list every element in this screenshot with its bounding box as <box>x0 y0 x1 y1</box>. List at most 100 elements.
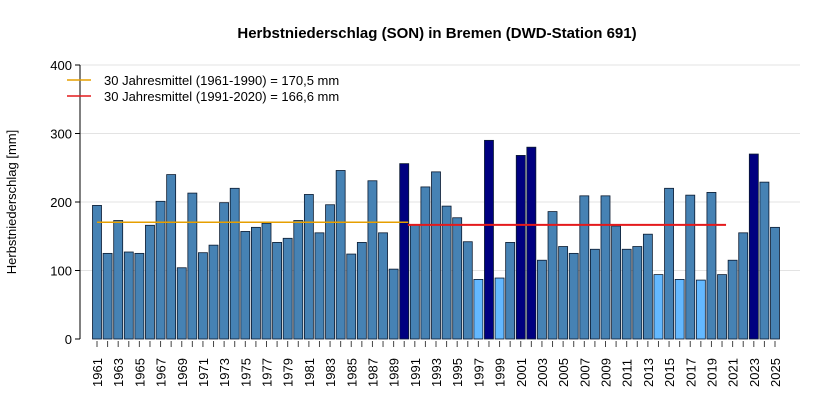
bar-2006 <box>568 252 579 340</box>
bar-2021 <box>727 259 738 340</box>
bar-1988 <box>378 232 388 340</box>
bar-1978 <box>272 242 282 340</box>
x-tick-label: 1983 <box>323 358 338 387</box>
x-tick-label: 2001 <box>514 358 529 387</box>
x-tick-label: 1999 <box>493 358 508 387</box>
x-tick-label: 2025 <box>768 358 783 387</box>
bar-1974 <box>229 187 240 340</box>
x-tick-label: 1987 <box>365 358 380 387</box>
y-tick-label: 400 <box>50 58 72 73</box>
x-tick-label: 2013 <box>641 358 656 387</box>
bar-1966 <box>145 224 155 340</box>
bar-1990 <box>399 163 410 340</box>
bar-1963 <box>113 220 124 340</box>
bar-1979 <box>282 237 293 340</box>
legend-label-1991-2020: 30 Jahresmittel (1991-2020) = 166,6 mm <box>104 89 339 104</box>
x-tick-label: 1973 <box>217 358 232 387</box>
chart-title: Herbstniederschlag (SON) in Bremen (DWD-… <box>237 25 636 42</box>
x-tick-label: 1985 <box>344 358 359 387</box>
x-tick-label: 2011 <box>620 359 635 387</box>
bar-1971 <box>198 252 208 340</box>
bar-1982 <box>314 232 325 340</box>
bar-2002 <box>526 146 537 340</box>
bar-1965 <box>134 252 145 340</box>
x-tick-label: 1979 <box>281 358 296 387</box>
x-tick-label: 2021 <box>726 358 741 387</box>
bar-2004 <box>547 211 558 340</box>
bar-2013 <box>642 233 653 340</box>
x-tick-label: 2009 <box>599 358 614 387</box>
bar-1970 <box>187 192 198 340</box>
bar-1999 <box>494 277 505 340</box>
bar-1992 <box>420 186 431 340</box>
x-tick-label: 2023 <box>747 358 762 387</box>
bar-2022 <box>738 232 749 340</box>
x-tick-label: 2007 <box>577 358 592 387</box>
bar-2023 <box>748 153 759 340</box>
bar-1996 <box>462 241 473 340</box>
bar-2005 <box>558 246 569 340</box>
bar-2018 <box>695 279 706 340</box>
x-tick-label: 1981 <box>302 358 317 387</box>
bar-2017 <box>685 194 696 340</box>
bar-1977 <box>261 222 272 340</box>
x-tick-label: 2019 <box>704 358 719 387</box>
x-tick-label: 2017 <box>683 358 698 387</box>
bar-1985 <box>346 253 357 340</box>
x-tick-label: 1997 <box>471 358 486 387</box>
bar-1972 <box>208 244 219 340</box>
x-tick-label: 2005 <box>556 358 571 387</box>
bar-2001 <box>515 155 526 340</box>
bar-1961 <box>92 205 102 340</box>
y-tick-label: 0 <box>65 332 72 347</box>
bar-2025 <box>770 226 780 340</box>
x-tick-label: 2003 <box>535 358 550 387</box>
bar-2009 <box>600 195 611 340</box>
x-tick-label: 1977 <box>260 358 275 387</box>
bar-1998 <box>484 139 494 340</box>
x-tick-label: 1989 <box>387 358 402 387</box>
bar-1968 <box>166 174 177 340</box>
bar-1986 <box>356 242 367 340</box>
bar-1967 <box>155 200 166 340</box>
bar-2011 <box>621 248 632 340</box>
x-tick-label: 1991 <box>408 358 423 387</box>
bar-2012 <box>632 246 643 340</box>
x-tick-label: 1965 <box>132 358 147 387</box>
bar-1973 <box>219 202 230 340</box>
bar-1969 <box>176 267 187 340</box>
bar-1984 <box>335 170 346 340</box>
bar-1987 <box>367 180 378 340</box>
bar-1995 <box>452 217 463 340</box>
bar-1962 <box>102 252 113 340</box>
legend-label-1961-1990: 30 Jahresmittel (1961-1990) = 170,5 mm <box>104 73 339 88</box>
bar-2016 <box>674 279 685 340</box>
x-tick-label: 1963 <box>111 358 126 387</box>
bar-1964 <box>123 251 134 340</box>
bar-1975 <box>240 231 251 340</box>
bar-1993 <box>431 171 441 340</box>
bar-1994 <box>441 205 452 340</box>
bar-2019 <box>706 192 717 340</box>
x-tick-label: 1961 <box>90 358 105 387</box>
bar-1981 <box>303 194 314 340</box>
legend: 30 Jahresmittel (1961-1990) = 170,5 mm 3… <box>67 73 339 104</box>
y-tick-label: 300 <box>50 127 72 142</box>
bar-1983 <box>325 204 335 340</box>
x-tick-label: 1967 <box>154 358 169 387</box>
bar-2000 <box>505 242 516 340</box>
bar-2010 <box>611 225 621 340</box>
x-tick-label: 1995 <box>450 358 465 387</box>
bar-2024 <box>759 181 770 340</box>
y-tick-label: 200 <box>50 195 72 210</box>
x-tick-label: 1969 <box>175 358 190 387</box>
bar-1991 <box>409 224 420 340</box>
bar-1976 <box>251 226 261 340</box>
x-tick-label: 1993 <box>429 358 444 387</box>
bar-2020 <box>717 274 727 340</box>
bar-1989 <box>388 268 399 340</box>
bar-2015 <box>664 187 674 340</box>
bar-2003 <box>537 259 547 340</box>
x-tick-label: 2015 <box>662 358 677 387</box>
